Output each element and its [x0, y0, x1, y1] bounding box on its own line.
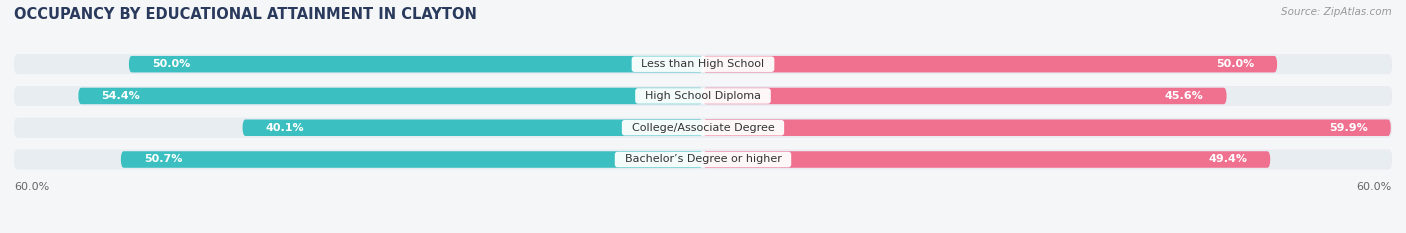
Text: 45.6%: 45.6% — [1166, 91, 1204, 101]
Text: 54.4%: 54.4% — [101, 91, 141, 101]
FancyBboxPatch shape — [703, 54, 1392, 74]
Text: 60.0%: 60.0% — [14, 182, 49, 192]
FancyBboxPatch shape — [14, 86, 703, 106]
FancyBboxPatch shape — [14, 54, 703, 74]
Text: 50.0%: 50.0% — [1216, 59, 1254, 69]
Text: Less than High School: Less than High School — [634, 59, 772, 69]
Text: Source: ZipAtlas.com: Source: ZipAtlas.com — [1281, 7, 1392, 17]
FancyBboxPatch shape — [14, 54, 1392, 74]
Legend: Owner-occupied, Renter-occupied: Owner-occupied, Renter-occupied — [572, 230, 834, 233]
Text: College/Associate Degree: College/Associate Degree — [624, 123, 782, 133]
FancyBboxPatch shape — [14, 150, 703, 169]
FancyBboxPatch shape — [703, 151, 1270, 168]
Text: Bachelor’s Degree or higher: Bachelor’s Degree or higher — [617, 154, 789, 164]
Text: 40.1%: 40.1% — [266, 123, 304, 133]
FancyBboxPatch shape — [121, 151, 703, 168]
Text: High School Diploma: High School Diploma — [638, 91, 768, 101]
FancyBboxPatch shape — [14, 118, 703, 137]
FancyBboxPatch shape — [703, 56, 1277, 72]
FancyBboxPatch shape — [243, 120, 703, 136]
Text: 60.0%: 60.0% — [1357, 182, 1392, 192]
Text: 50.7%: 50.7% — [143, 154, 183, 164]
FancyBboxPatch shape — [14, 150, 1392, 169]
FancyBboxPatch shape — [703, 150, 1392, 169]
FancyBboxPatch shape — [14, 86, 1392, 106]
FancyBboxPatch shape — [79, 88, 703, 104]
Text: OCCUPANCY BY EDUCATIONAL ATTAINMENT IN CLAYTON: OCCUPANCY BY EDUCATIONAL ATTAINMENT IN C… — [14, 7, 477, 22]
FancyBboxPatch shape — [703, 86, 1392, 106]
FancyBboxPatch shape — [129, 56, 703, 72]
Text: 49.4%: 49.4% — [1208, 154, 1247, 164]
FancyBboxPatch shape — [703, 120, 1391, 136]
FancyBboxPatch shape — [14, 118, 1392, 137]
Text: 50.0%: 50.0% — [152, 59, 190, 69]
Text: 59.9%: 59.9% — [1329, 123, 1368, 133]
FancyBboxPatch shape — [703, 88, 1226, 104]
FancyBboxPatch shape — [703, 118, 1392, 137]
